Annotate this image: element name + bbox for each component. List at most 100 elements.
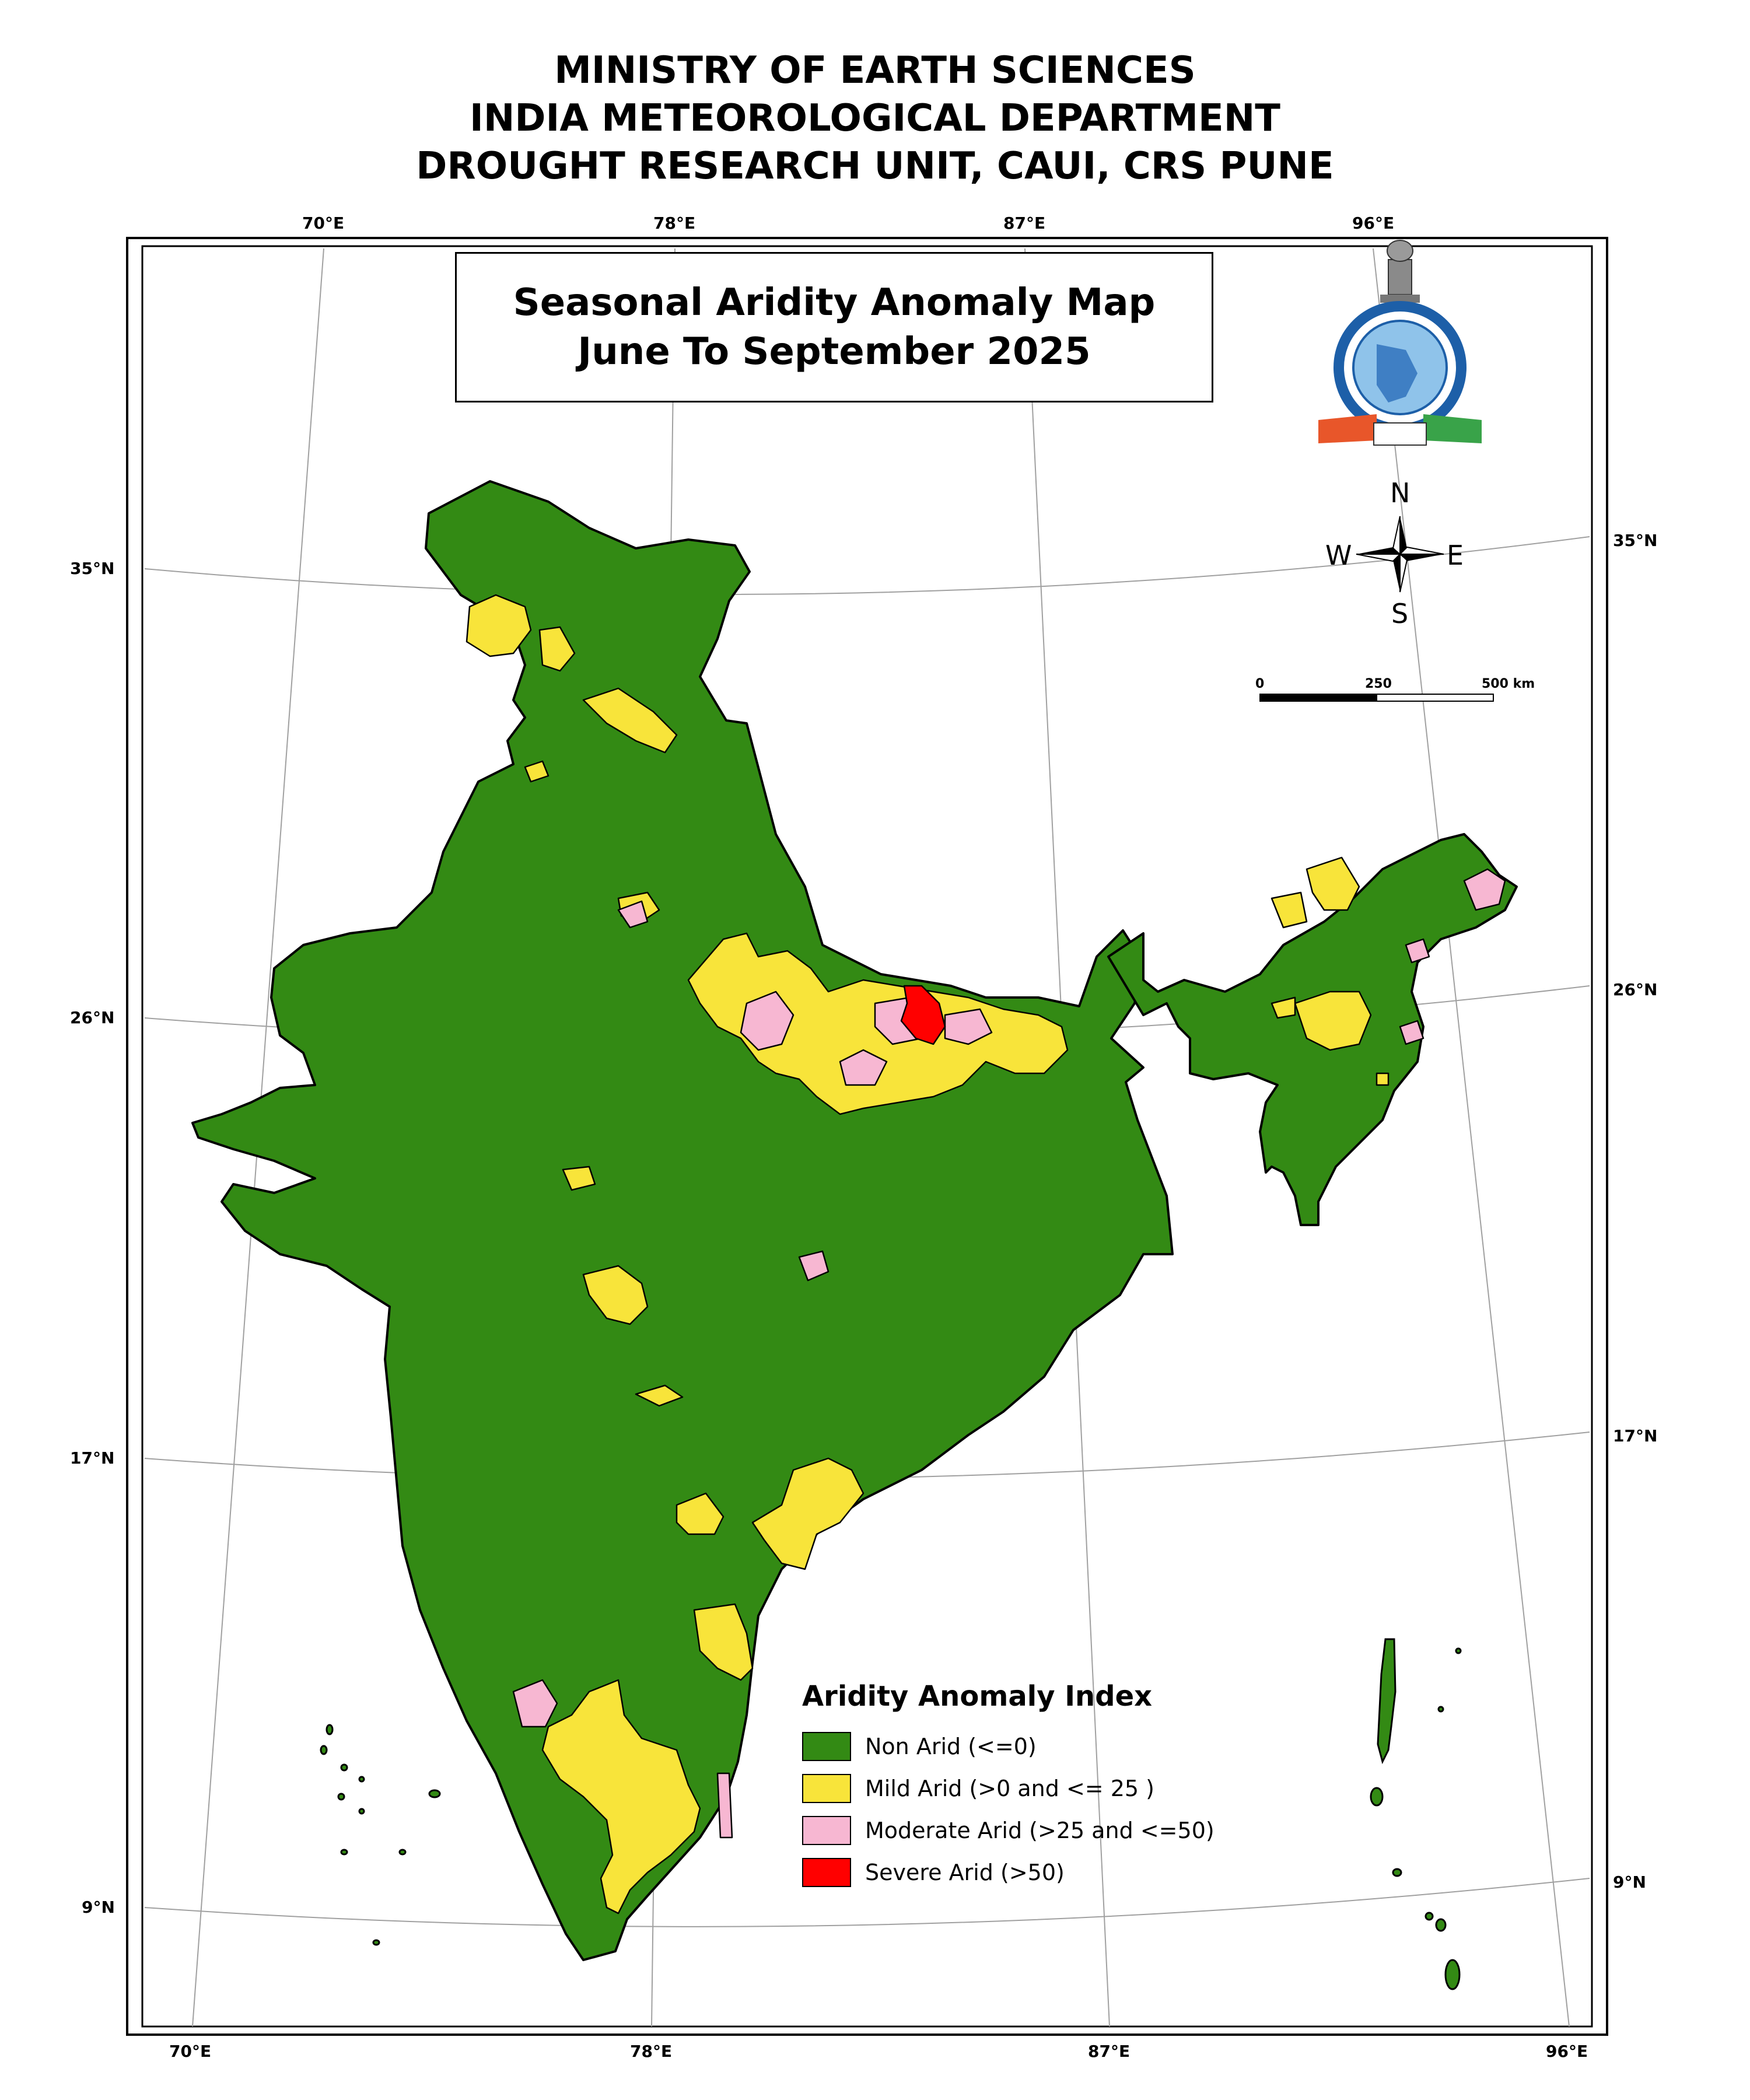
compass-west: W [1325,540,1352,571]
zone-mild [538,626,576,672]
zone-moderate [1463,868,1506,911]
zone-moderate [839,1049,888,1086]
legend-label: Mild Arid (>0 and <= 25 ) [865,1776,1154,1801]
map-frame-inner [141,245,1593,2028]
scale-label-0: 0 [1255,677,1265,691]
lon-label-top-78: 78°E [653,214,696,233]
zone-mild [1270,996,1296,1019]
zone-moderate [716,1772,733,1839]
zone-mild [466,594,532,657]
lat-label-right-17: 17°N [1613,1426,1658,1446]
island [340,1849,348,1856]
zone-moderate [798,1250,830,1282]
zone-moderate [1399,1020,1424,1045]
legend-item-non-arid: Non Arid (<=0) [802,1726,1269,1768]
map-title-box: Seasonal Aridity Anomaly Map June To Sep… [455,252,1213,402]
zone-mild [524,760,550,783]
island [340,1763,348,1772]
meridian-96e [1373,248,1570,2027]
map-frame-outer [126,237,1608,2036]
aridity-zones [466,594,1506,1915]
zone-mild [635,1384,684,1407]
island [358,1808,365,1815]
zone-moderate [740,991,794,1051]
lon-label-bottom-78: 78°E [630,2042,673,2061]
zone-mild [1376,1072,1390,1086]
scale-label-500: 500 km [1482,677,1535,691]
header: MINISTRY OF EARTH SCIENCES INDIA METEORO… [0,47,1750,190]
compass-east: E [1447,540,1464,571]
lat-label-left-17: 17°N [70,1448,115,1468]
legend: Aridity Anomaly Index Non Arid (<=0) Mil… [802,1680,1269,1894]
mainland [191,480,1174,1961]
island [1435,1918,1447,1932]
lon-label-top-70: 70°E [302,214,345,233]
zone-mild [676,1492,724,1535]
lat-label-left-35: 35°N [70,559,115,578]
islands [320,1638,1462,1990]
scale-bar [1259,694,1494,702]
legend-item-mild-arid: Mild Arid (>0 and <= 25 ) [802,1768,1269,1810]
legend-label: Severe Arid (>50) [865,1860,1065,1885]
zone-moderate [944,1008,993,1045]
lat-label-right-35: 35°N [1613,531,1658,550]
header-department: INDIA METEOROLOGICAL DEPARTMENT [470,97,1280,140]
zone-mild [1306,856,1360,911]
lat-label-right-26: 26°N [1613,980,1658,999]
compass-north: N [1390,477,1410,509]
island [372,1939,380,1946]
scale-label-250: 250 [1365,677,1392,691]
zone-mild [693,1603,754,1681]
island [358,1776,365,1783]
lat-label-left-9: 9°N [82,1898,115,1917]
island [326,1724,334,1735]
zone-mild [582,687,678,754]
lon-label-top-96: 96°E [1352,214,1395,233]
imd-emblem [1318,240,1482,446]
zone-mild [751,1457,864,1570]
island [428,1789,441,1798]
island [1437,1706,1444,1713]
island [398,1849,407,1856]
legend-swatch [802,1774,851,1803]
legend-swatch [802,1858,851,1887]
island [320,1745,328,1755]
legend-label: Non Arid (<=0) [865,1734,1037,1759]
zone-moderate [512,1679,558,1728]
lon-label-top-87: 87°E [1003,214,1046,233]
zone-mild [1294,991,1372,1051]
parallel-9n [144,1878,1590,1927]
legend-item-moderate-arid: Moderate Arid (>25 and <=50) [802,1810,1269,1852]
zone-mild [1270,891,1308,929]
island [1455,1647,1462,1654]
zone-moderate [1405,938,1430,964]
island [337,1793,345,1801]
legend-swatch [802,1732,851,1761]
island [1370,1787,1384,1807]
parallel-35n [144,536,1590,595]
map-subtitle: June To September 2025 [578,330,1091,373]
legend-item-severe-arid: Severe Arid (>50) [802,1852,1269,1894]
zone-severe [900,985,946,1045]
zone-mild [582,1265,649,1325]
map-title: Seasonal Aridity Anomaly Map [513,281,1156,324]
lat-label-right-9: 9°N [1613,1873,1646,1892]
zone-moderate [617,900,649,929]
lon-label-bottom-70: 70°E [169,2042,212,2061]
header-unit: DROUGHT RESEARCH UNIT, CAUI, CRS PUNE [416,145,1334,188]
zone-mild [562,1166,596,1191]
island [1392,1868,1402,1877]
legend-label: Moderate Arid (>25 and <=50) [865,1818,1214,1843]
legend-swatch [802,1816,851,1845]
compass-rose [1356,516,1444,593]
andaman-islands [1377,1638,1396,1765]
island [1424,1912,1434,1921]
lon-label-bottom-87: 87°E [1088,2042,1130,2061]
island [1444,1959,1461,1990]
legend-title: Aridity Anomaly Index [802,1680,1153,1713]
lon-label-bottom-96: 96°E [1546,2042,1588,2061]
lat-label-left-26: 26°N [70,1008,115,1027]
compass-south: S [1391,598,1409,629]
header-ministry: MINISTRY OF EARTH SCIENCES [554,49,1196,92]
